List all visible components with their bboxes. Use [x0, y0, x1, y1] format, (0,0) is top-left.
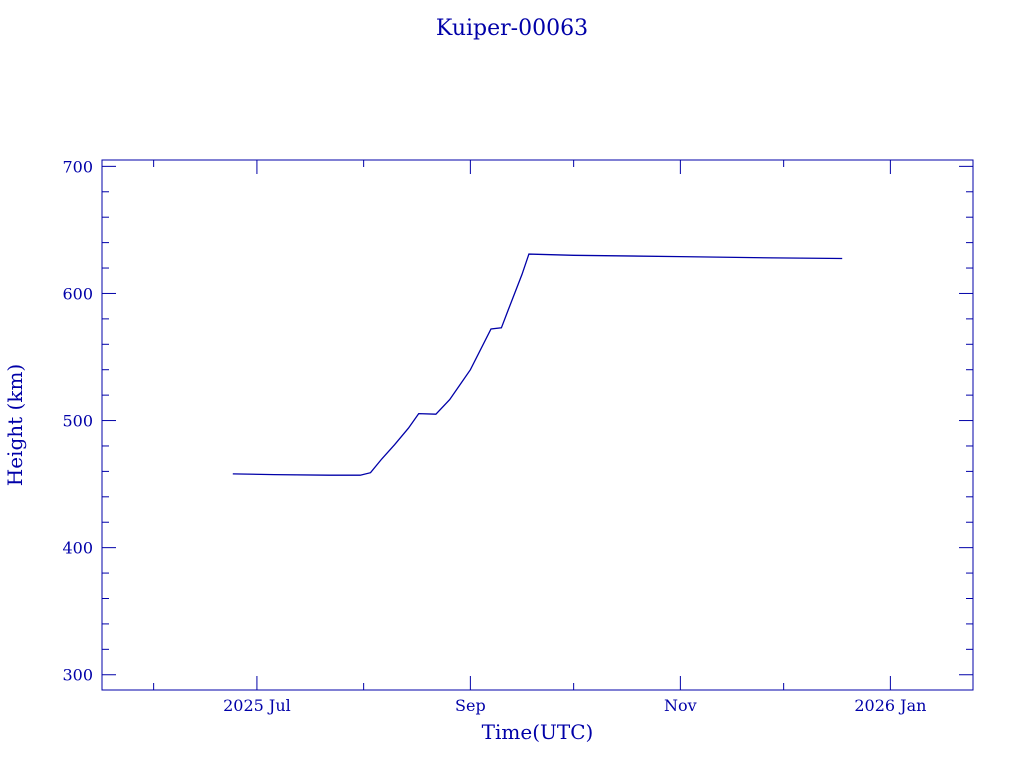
- x-axis-label: Time(UTC): [482, 720, 594, 744]
- x-tick-label: 2026 Jan: [854, 696, 926, 715]
- x-tick-label: 2025 Jul: [223, 696, 291, 715]
- y-tick-label: 600: [62, 284, 93, 303]
- x-tick-label: Nov: [664, 696, 697, 715]
- y-axis-label: Height (km): [3, 364, 27, 486]
- y-tick-label: 300: [62, 666, 93, 685]
- height-series-line: [232, 253, 843, 476]
- y-tick-label: 500: [62, 412, 93, 431]
- y-tick-label: 700: [62, 157, 93, 176]
- chart-title: Kuiper-00063: [435, 16, 589, 41]
- y-tick-label: 400: [62, 539, 93, 558]
- plot-frame: [101, 159, 974, 691]
- x-tick-label: Sep: [455, 696, 486, 715]
